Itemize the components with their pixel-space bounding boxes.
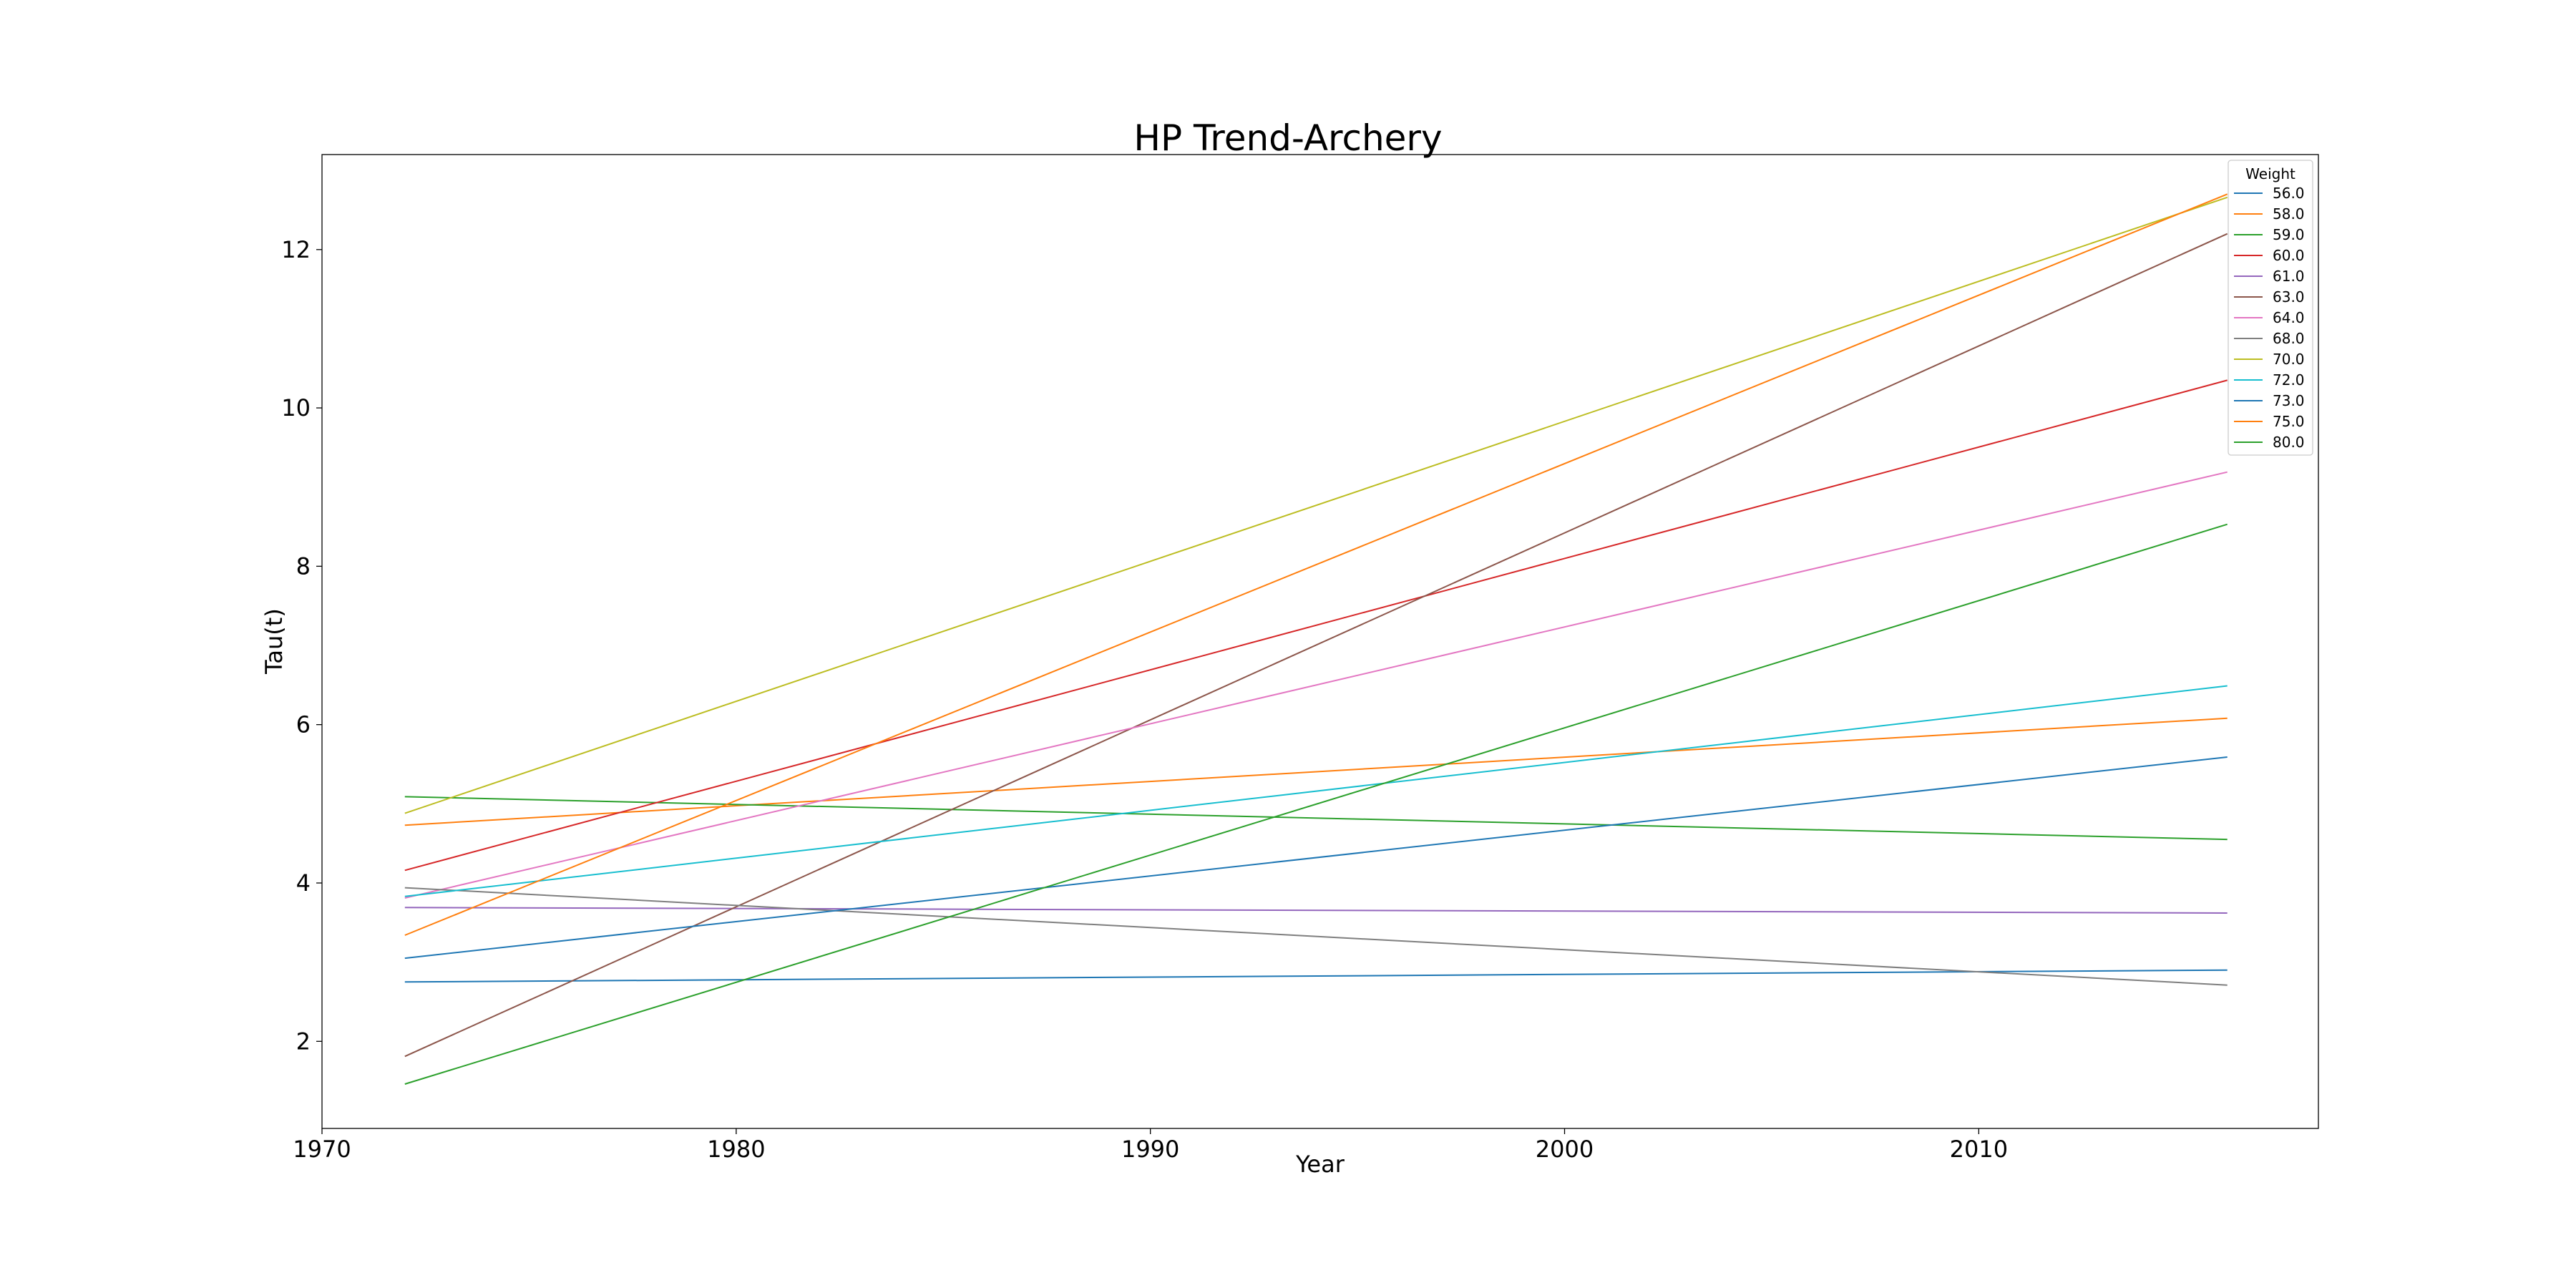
x-tick-label: 1970: [293, 1136, 351, 1163]
series-line-63.0: [404, 233, 2228, 1058]
series-line-68.0: [404, 887, 2228, 986]
y-tick-label: 8: [296, 552, 311, 580]
y-axis-ticks: 2 4 6 8 10 12: [281, 236, 322, 1055]
x-axis-ticks: 1970 1980 1990 2000 2010: [293, 1128, 2008, 1163]
legend-label: 60.0: [2273, 247, 2305, 264]
y-axis-label: Tau(t): [260, 608, 288, 675]
legend-label: 56.0: [2273, 185, 2305, 202]
series-line-70.0: [404, 196, 2228, 814]
series-line-80.0: [404, 523, 2228, 1085]
series-line-60.0: [404, 379, 2228, 872]
x-axis-label: Year: [1295, 1151, 1345, 1178]
legend-label: 72.0: [2273, 371, 2305, 389]
legend-title: Weight: [2245, 165, 2296, 182]
legend-label: 59.0: [2273, 226, 2305, 243]
legend-label: 73.0: [2273, 392, 2305, 409]
x-tick-label: 2000: [1536, 1136, 1594, 1163]
series-line-64.0: [404, 471, 2228, 899]
legend-label: 75.0: [2273, 413, 2305, 430]
legend-label: 68.0: [2273, 330, 2305, 347]
plot-area-frame: [321, 154, 2319, 1129]
y-tick-label: 2: [296, 1028, 311, 1055]
series-line-59.0: [404, 796, 2228, 841]
legend-label: 61.0: [2273, 268, 2305, 285]
series-line-56.0: [404, 969, 2228, 983]
legend-label: 63.0: [2273, 288, 2305, 306]
series-line-58.0: [404, 717, 2228, 826]
y-tick-label: 12: [281, 236, 311, 263]
y-tick-label: 4: [296, 869, 311, 897]
series-lines: [404, 193, 2228, 1085]
legend-label: 70.0: [2273, 351, 2305, 368]
series-line-61.0: [404, 907, 2228, 914]
x-tick-label: 2010: [1950, 1136, 2008, 1163]
x-tick-label: 1980: [707, 1136, 765, 1163]
x-tick-label: 1990: [1121, 1136, 1179, 1163]
series-line-75.0: [404, 193, 2228, 936]
legend-box: [2228, 160, 2313, 456]
chart-title: HP Trend-Archery: [1133, 117, 1442, 159]
y-tick-label: 10: [281, 394, 311, 421]
legend-label: 80.0: [2273, 434, 2305, 451]
series-line-72.0: [404, 685, 2228, 897]
legend-label: 64.0: [2273, 309, 2305, 326]
legend-items: 56.0 58.0 59.0 60.0 61.0 63.0 64.0 68.0 70.0 72.0…: [2234, 185, 2305, 451]
series-line-73.0: [404, 756, 2228, 960]
y-tick-label: 6: [296, 711, 311, 738]
legend-label: 58.0: [2273, 205, 2305, 223]
legend: Weight 56.0 58.0 59.0 60.0 61.0 63.0 64.0 68.0 7…: [2228, 160, 2313, 456]
